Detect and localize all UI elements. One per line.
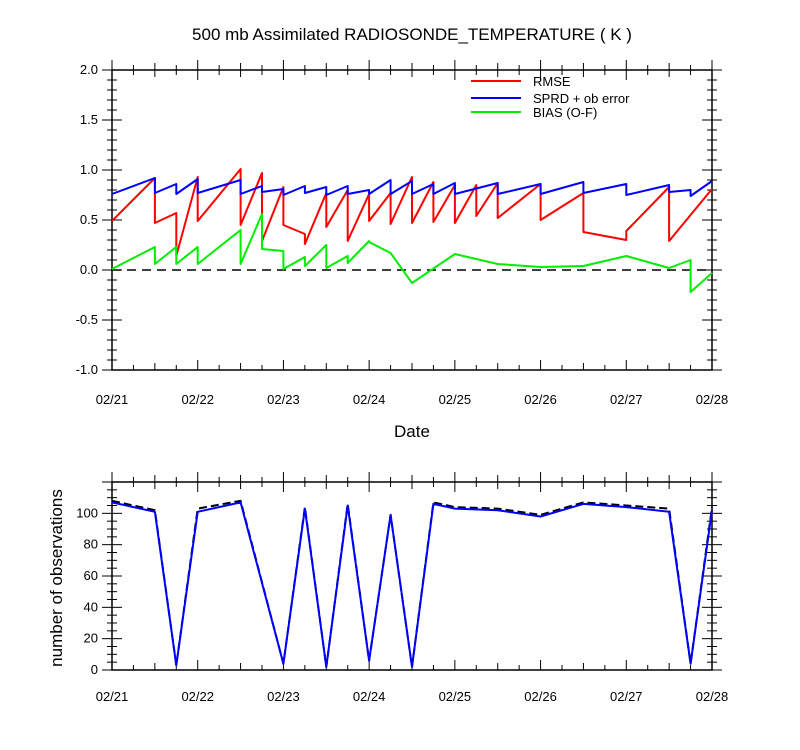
chart-title: 500 mb Assimilated RADIOSONDE_TEMPERATUR… <box>192 25 632 44</box>
y-tick-label: 80 <box>84 537 98 552</box>
y-axis-title-observations: number of observations <box>47 489 66 667</box>
x-tick-label: 02/25 <box>439 392 472 407</box>
y-tick-label: -0.5 <box>76 312 98 327</box>
y-tick-label: -1.0 <box>76 362 98 377</box>
x-axis-title: Date <box>394 422 430 441</box>
y-tick-label: 60 <box>84 568 98 583</box>
top-y-tick-labels: -1.0 -0.5 0.0 0.5 1.0 1.5 2.0 <box>76 62 98 377</box>
y-tick-label: 20 <box>84 631 98 646</box>
series-line-total-observations <box>111 499 713 668</box>
x-tick-label: 02/25 <box>439 689 472 704</box>
x-tick-label: 02/24 <box>353 689 386 704</box>
bottom-y-tick-labels: 0 20 40 60 80 100 <box>76 505 98 677</box>
legend-label-sprd: SPRD + ob error <box>533 91 630 106</box>
y-tick-label: 2.0 <box>80 62 98 77</box>
x-tick-label: 02/22 <box>181 392 214 407</box>
x-tick-label: 02/21 <box>96 392 129 407</box>
series-line-assimilated-observations <box>111 501 713 668</box>
bottom-x-tick-labels: 02/21 02/22 02/23 02/24 02/25 02/26 02/27 02/28 <box>96 689 729 704</box>
series-line-sprd-ob-error <box>111 177 713 197</box>
y-tick-label: 1.5 <box>80 112 98 127</box>
legend: RMSE SPRD + ob error BIAS (O-F) <box>471 74 630 120</box>
top-chart: 500 mb Assimilated RADIOSONDE_TEMPERATUR… <box>76 25 729 441</box>
y-tick-label: 1.0 <box>80 162 98 177</box>
y-tick-label: 0.0 <box>80 262 98 277</box>
x-tick-label: 02/21 <box>96 689 129 704</box>
x-tick-label: 02/28 <box>696 392 729 407</box>
y-tick-label: 0.5 <box>80 212 98 227</box>
y-tick-label: 40 <box>84 599 98 614</box>
legend-label-bias: BIAS (O-F) <box>533 105 597 120</box>
x-tick-label: 02/23 <box>267 392 300 407</box>
series-line-bias-o-f <box>111 213 713 293</box>
x-tick-label: 02/27 <box>610 689 643 704</box>
x-tick-label: 02/26 <box>524 392 557 407</box>
bottom-ticks <box>102 472 722 671</box>
x-tick-label: 02/27 <box>610 392 643 407</box>
bottom-series <box>111 499 713 668</box>
x-tick-label: 02/24 <box>353 392 386 407</box>
top-x-tick-labels: 02/21 02/22 02/23 02/24 02/25 02/26 02/27 02/28 <box>96 392 729 407</box>
y-tick-label: 0 <box>91 662 98 677</box>
x-tick-label: 02/28 <box>696 689 729 704</box>
y-tick-label: 100 <box>76 505 98 520</box>
x-tick-label: 02/26 <box>524 689 557 704</box>
legend-label-rmse: RMSE <box>533 74 571 89</box>
top-series <box>111 168 713 293</box>
x-tick-label: 02/22 <box>181 689 214 704</box>
x-tick-label: 02/23 <box>267 689 300 704</box>
series-line-rmse <box>111 168 713 257</box>
